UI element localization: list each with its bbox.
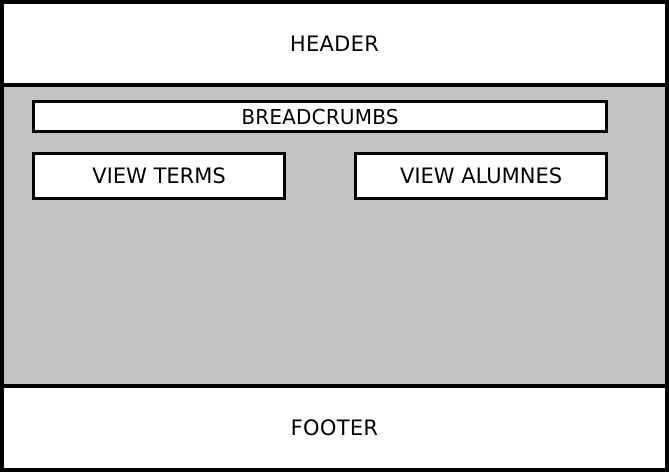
view-alumnes-label: VIEW ALUMNES xyxy=(399,164,563,188)
view-terms-label: VIEW TERMS xyxy=(92,164,226,188)
breadcrumb-label: BREADCRUMBS xyxy=(241,104,399,129)
view-terms-button[interactable]: VIEW TERMS xyxy=(32,152,286,200)
footer: FOOTER xyxy=(4,388,665,468)
main-content: BREADCRUMBS VIEW TERMS VIEW ALUMNES xyxy=(4,83,665,388)
header: HEADER xyxy=(4,4,665,83)
footer-label: FOOTER xyxy=(290,416,379,440)
breadcrumb[interactable]: BREADCRUMBS xyxy=(32,100,608,133)
header-label: HEADER xyxy=(289,31,380,56)
view-alumnes-button[interactable]: VIEW ALUMNES xyxy=(354,152,608,200)
